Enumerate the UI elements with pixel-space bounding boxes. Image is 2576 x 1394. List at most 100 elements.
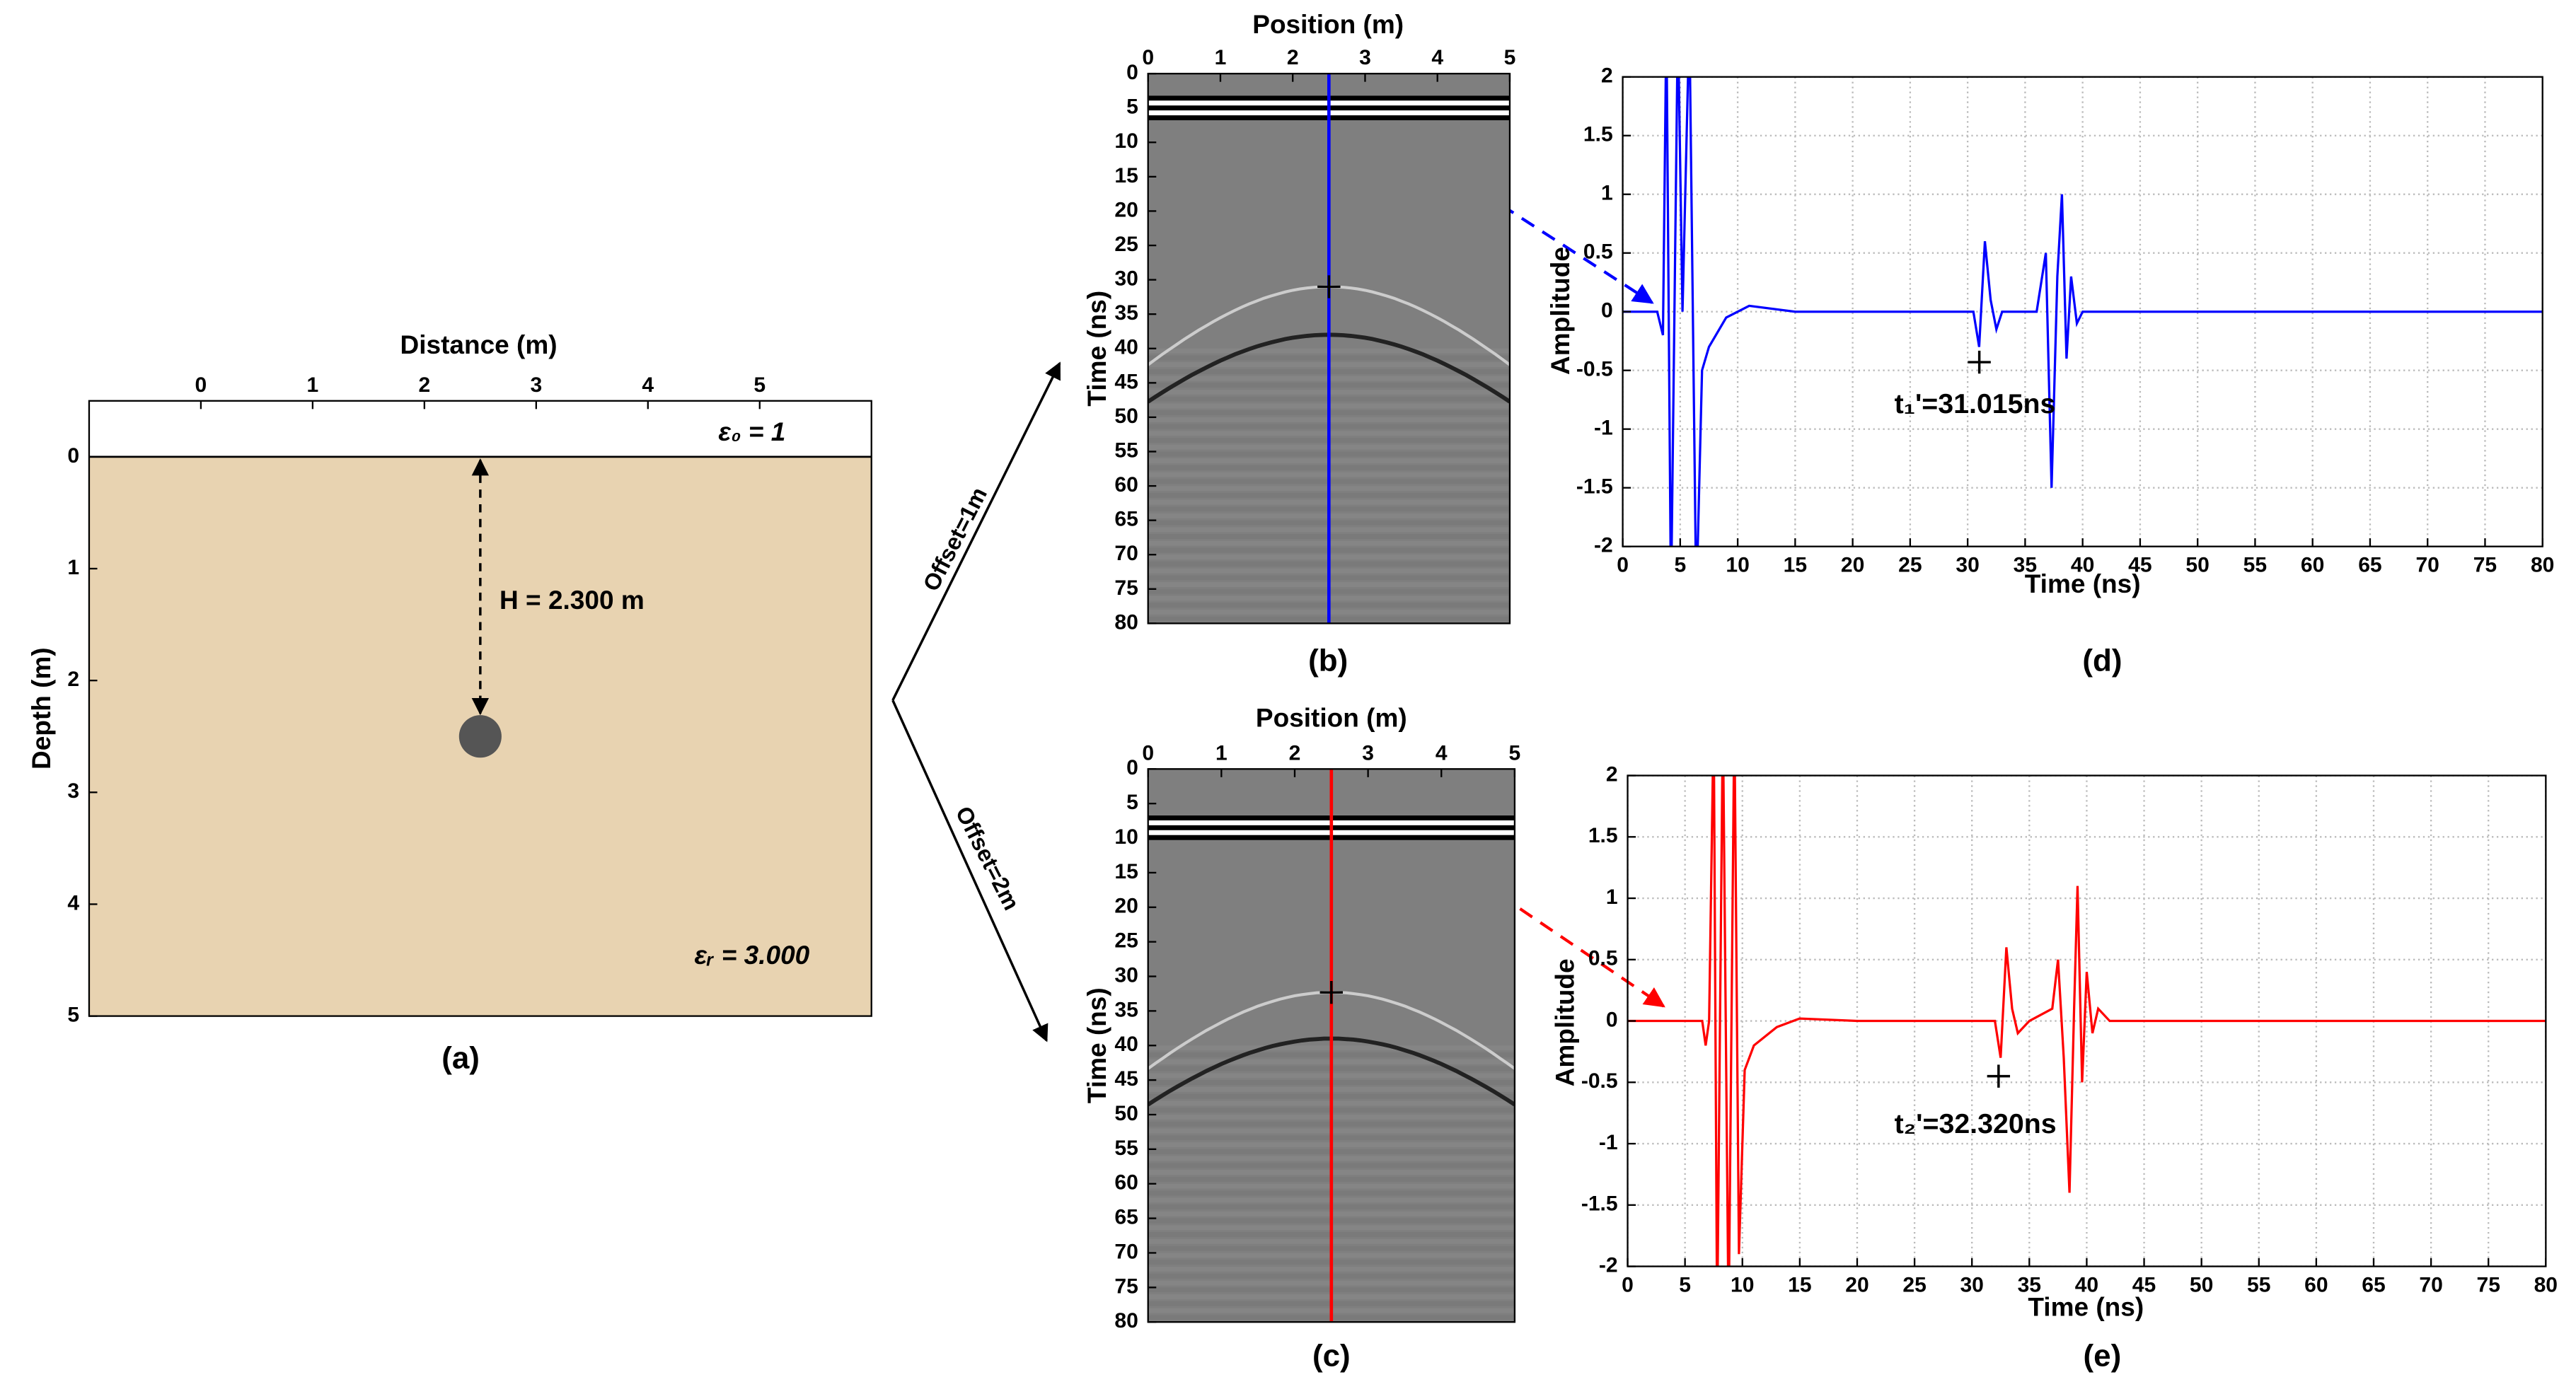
x-tick-label: 1	[1215, 46, 1227, 69]
y-tick-label: 30	[1114, 963, 1138, 987]
annotation: H = 2.300 m	[499, 585, 645, 615]
x-tick-label: 5	[1509, 741, 1521, 765]
x-tick-label: 4	[1436, 741, 1448, 765]
y-tick-label: 0	[1601, 299, 1613, 323]
y-tick-label: 5	[1126, 95, 1138, 119]
y-axis-label: Time (ns)	[1082, 987, 1111, 1103]
annotation: εᵣ = 3.000	[694, 940, 809, 970]
y-tick-label: 20	[1114, 895, 1138, 918]
offset-arrow	[891, 699, 1049, 1042]
y-tick-label: 50	[1114, 1102, 1138, 1125]
y-axis-label: Amplitude	[1550, 958, 1580, 1086]
y-tick-label: 80	[1114, 1309, 1138, 1332]
annotation: ε₀ = 1	[718, 417, 785, 446]
x-tick-label: 75	[2476, 1273, 2500, 1296]
x-tick-label: 3	[1359, 46, 1371, 69]
x-tick-label: 0	[195, 373, 207, 397]
x-tick-label: 3	[1362, 741, 1374, 765]
x-tick-label: 0	[1142, 46, 1154, 69]
x-tick-label: 60	[2304, 1273, 2328, 1296]
x-tick-label: 0	[1622, 1273, 1634, 1296]
x-tick-label: 20	[1845, 1273, 1869, 1296]
plot-area	[1148, 769, 1515, 1323]
y-tick-label: -1.5	[1581, 1192, 1618, 1216]
y-tick-label: 1	[67, 556, 79, 579]
x-tick-label: 80	[2531, 553, 2554, 576]
plot-area	[1622, 76, 2543, 547]
x-tick-label: 50	[2190, 1273, 2213, 1296]
y-tick-label: 45	[1114, 370, 1138, 393]
y-tick-label: -2	[1599, 1253, 1618, 1277]
x-tick-label: 35	[2018, 1273, 2041, 1296]
y-tick-label: -1	[1594, 417, 1613, 440]
y-tick-label: -1.5	[1576, 475, 1613, 499]
x-tick-label: 10	[1726, 553, 1749, 576]
y-axis-label: Amplitude	[1545, 247, 1575, 375]
x-tick-label: 1	[1215, 741, 1228, 765]
panel-label: (b)	[1308, 644, 1348, 678]
plot-area	[1148, 74, 1510, 624]
trace	[1627, 775, 2546, 1267]
annotation: t₂'=32.320ns	[1895, 1108, 2057, 1139]
y-tick-label: 0	[1126, 756, 1138, 779]
y-tick-label: -0.5	[1576, 358, 1613, 381]
x-tick-label: 2	[1289, 741, 1301, 765]
y-tick-label: 75	[1114, 576, 1138, 600]
pick-marker	[1968, 350, 1991, 374]
x-tick-label: 65	[2362, 1273, 2385, 1296]
y-tick-label: 0	[1606, 1008, 1618, 1031]
x-axis-label: Time (ns)	[2025, 569, 2141, 598]
x-tick-label: 4	[642, 373, 654, 397]
x-tick-label: 1	[307, 373, 319, 397]
frame	[88, 400, 872, 1017]
y-tick-label: 0.5	[1588, 947, 1618, 970]
y-tick-label: 35	[1114, 301, 1138, 325]
x-tick-label: 25	[1898, 553, 1922, 576]
x-tick-label: 15	[1788, 1273, 1811, 1296]
y-tick-label: 4	[67, 891, 79, 914]
y-tick-label: 0	[1126, 61, 1138, 84]
offset-arrow	[891, 361, 1061, 701]
panel-label: (a)	[441, 1041, 480, 1076]
x-tick-label: 2	[1287, 46, 1299, 69]
pick-marker	[1317, 275, 1341, 298]
x-tick-label: 10	[1731, 1273, 1754, 1296]
plot-area	[1627, 775, 2546, 1267]
panel-label: (c)	[1312, 1339, 1351, 1373]
y-tick-label: 30	[1114, 267, 1138, 291]
x-tick-label: 70	[2415, 553, 2439, 576]
x-tick-label: 50	[2185, 553, 2209, 576]
y-tick-label: 2	[67, 668, 79, 691]
offset-label: Offset=1m	[918, 483, 992, 595]
y-tick-label: 55	[1114, 1137, 1138, 1160]
x-tick-label: 5	[753, 373, 766, 397]
x-tick-label: 0	[1142, 741, 1154, 765]
y-tick-label: -1	[1599, 1131, 1618, 1154]
y-tick-label: 75	[1114, 1274, 1138, 1298]
x-tick-label: 4	[1431, 46, 1443, 69]
y-tick-label: 3	[67, 779, 79, 803]
x-tick-label: 70	[2419, 1273, 2442, 1296]
y-tick-label: 10	[1114, 825, 1138, 849]
x-tick-label: 75	[2473, 553, 2497, 576]
x-tick-label: 55	[2247, 1273, 2270, 1296]
annotation: t₁'=31.015ns	[1895, 388, 2056, 419]
y-tick-label: 65	[1114, 1206, 1138, 1229]
y-tick-label: 1	[1601, 182, 1613, 205]
y-tick-label: 15	[1114, 860, 1138, 883]
y-tick-label: 65	[1114, 508, 1138, 531]
x-tick-label: 80	[2534, 1273, 2558, 1296]
x-axis-label: Distance (m)	[400, 330, 558, 359]
y-tick-label: 5	[67, 1004, 79, 1027]
y-tick-label: 70	[1114, 542, 1138, 565]
y-tick-label: -2	[1594, 534, 1613, 557]
y-tick-label: 50	[1114, 405, 1138, 428]
y-tick-label: 40	[1114, 336, 1138, 359]
y-tick-label: -0.5	[1581, 1069, 1618, 1093]
y-tick-label: 80	[1114, 610, 1138, 634]
x-tick-label: 45	[2128, 553, 2152, 576]
y-tick-label: 0	[67, 444, 79, 467]
x-tick-label: 60	[2301, 553, 2324, 576]
trace	[1622, 76, 2543, 547]
